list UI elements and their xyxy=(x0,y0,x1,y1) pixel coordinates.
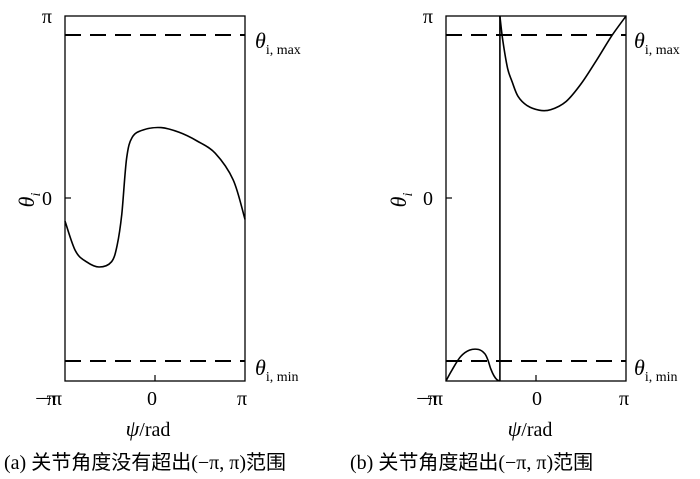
panel-b-ylabel: θi xyxy=(386,193,416,208)
panel-a: π 0 −π 0 π θi θi, max θi, min ψ/rad (a) … xyxy=(4,6,301,474)
panel-b-x-tick-neg-pi: −π xyxy=(416,388,437,410)
panel-b-y-tick-pi: π xyxy=(423,6,433,28)
panel-b-series-line-2 xyxy=(499,15,627,112)
panel-a-ylabel-sub: i xyxy=(29,193,44,197)
panel-a-xlabel: ψ/rad xyxy=(126,416,171,441)
panel-b-min-symbol: θ xyxy=(634,355,645,380)
panel-b-max-symbol: θ xyxy=(634,28,645,53)
panel-b-max-sub: i, max xyxy=(645,43,680,58)
panel-b-x-tick-0: 0 xyxy=(532,388,542,410)
panel-a-x-tick-0: 0 xyxy=(147,388,157,410)
panel-a-y-tick-0: 0 xyxy=(42,188,52,210)
panel-a-frame xyxy=(64,15,246,382)
panel-b-series-line-0 xyxy=(445,348,501,382)
panel-b-xlabel-unit: /rad xyxy=(521,419,552,441)
panel-b: π 0 −π 0 π θi θi, max θi, min ψ/rad (b) … xyxy=(350,6,680,474)
panel-a-min-label: θi, min xyxy=(255,355,298,385)
panel-a-curves xyxy=(64,126,246,268)
panel-a-xlabel-unit: /rad xyxy=(139,419,170,441)
panel-a-series-line-0 xyxy=(64,126,246,268)
panel-b-min-label: θi, min xyxy=(634,355,677,385)
panel-a-min-sub: i, min xyxy=(266,370,299,385)
panel-b-max-label: θi, max xyxy=(634,28,680,58)
panel-b-y-tick-0: 0 xyxy=(423,188,433,210)
panel-b-xlabel-symbol: ψ xyxy=(508,416,522,441)
panel-a-caption: (a) 关节角度没有超出(−π, π)范围 xyxy=(4,451,286,474)
panel-b-ylabel-symbol: θ xyxy=(386,196,411,207)
panel-a-y-tick-pi: π xyxy=(42,6,52,28)
panel-b-frame xyxy=(445,15,627,382)
panel-a-y-tick-neg-pi: −π xyxy=(41,388,62,410)
panel-a-x-tick-neg-pi: −π xyxy=(35,388,56,410)
panel-a-x-tick-pi: π xyxy=(237,388,247,410)
panel-a-xlabel-symbol: ψ xyxy=(126,416,140,441)
panel-a-max-symbol: θ xyxy=(255,28,266,53)
panel-a-ylabel-symbol: θ xyxy=(14,196,39,207)
panel-a-max-label: θi, max xyxy=(255,28,301,58)
panel-b-curves xyxy=(445,15,627,382)
panel-a-ylabel: θi xyxy=(14,193,44,208)
panel-b-min-sub: i, min xyxy=(645,370,678,385)
panel-b-y-tick-neg-pi: −π xyxy=(422,388,443,410)
panel-b-x-tick-pi: π xyxy=(619,388,629,410)
panel-a-min-symbol: θ xyxy=(255,355,266,380)
panel-a-max-sub: i, max xyxy=(266,43,301,58)
panel-b-ylabel-sub: i xyxy=(401,193,416,197)
panel-b-xlabel: ψ/rad xyxy=(508,416,553,441)
panel-b-caption: (b) 关节角度超出(−π, π)范围 xyxy=(350,451,593,474)
